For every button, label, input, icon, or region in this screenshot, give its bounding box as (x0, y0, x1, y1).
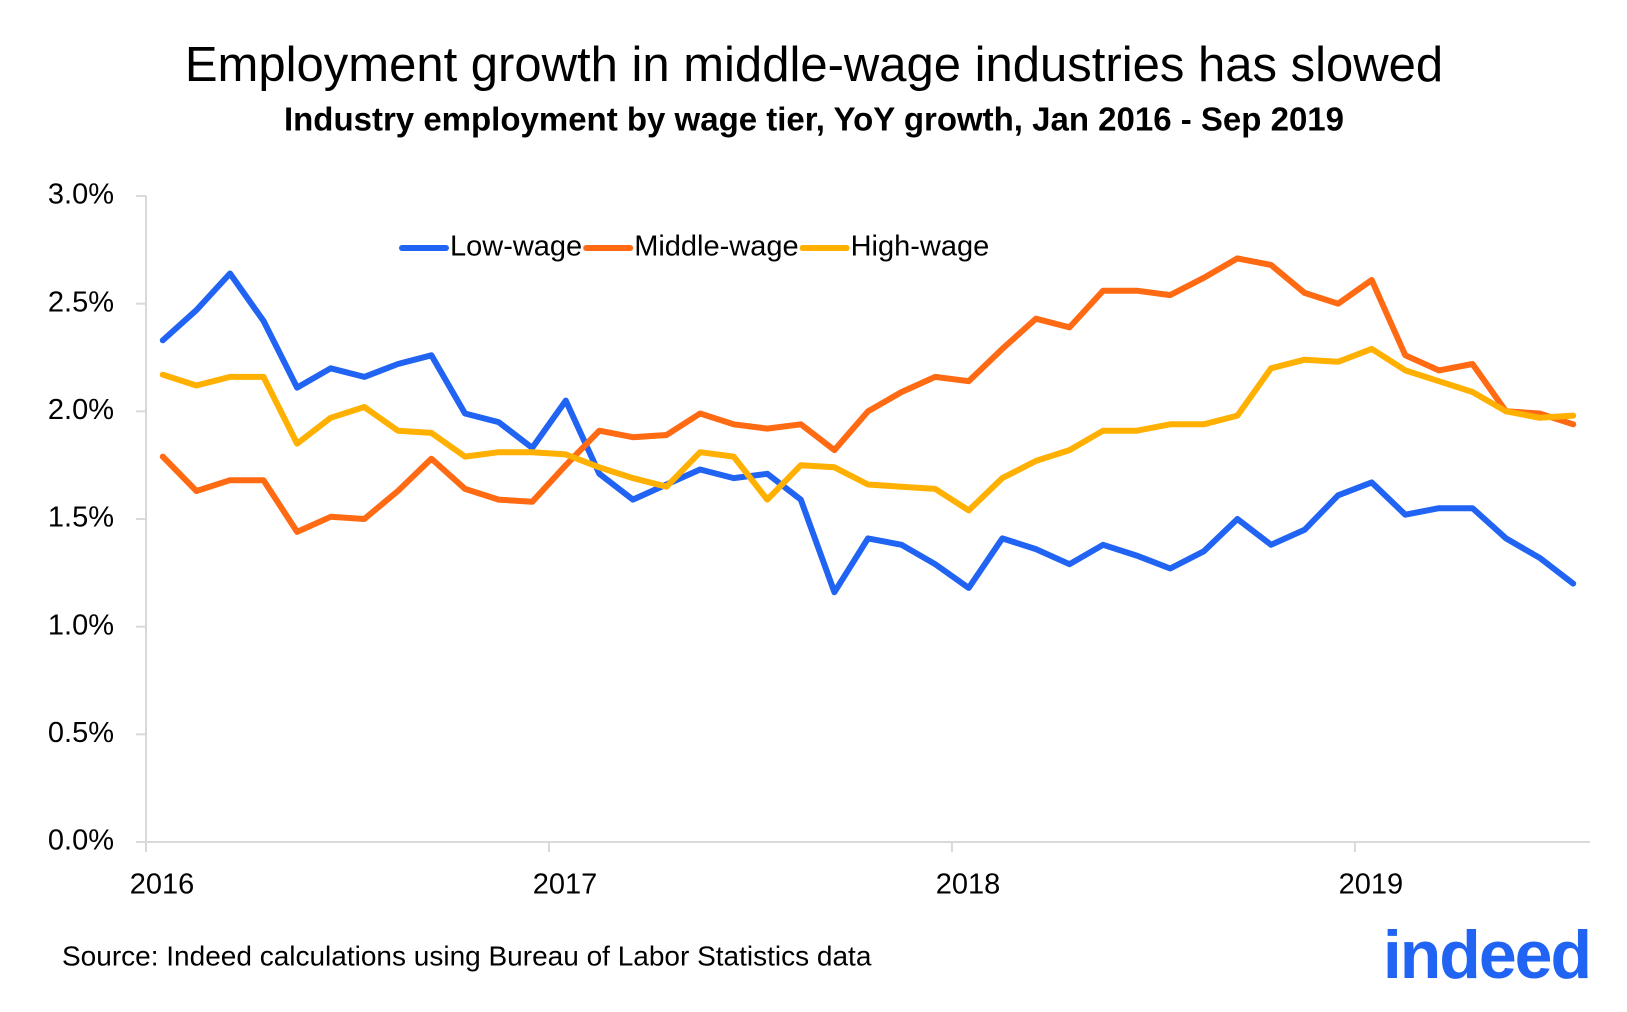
legend-label: High-wage (851, 231, 990, 263)
legend-label: Low-wage (450, 231, 582, 263)
series-line (159, 345, 1577, 514)
y-tick-label: 1.0% (48, 609, 114, 641)
chart-subtitle: Industry employment by wage tier, YoY gr… (284, 101, 1344, 138)
y-tick-label: 3.0% (48, 179, 114, 211)
y-tick-label: 2.5% (48, 286, 114, 318)
series-line (159, 270, 1577, 596)
x-tick-label: 2017 (533, 869, 598, 901)
source-note: Source: Indeed calculations using Bureau… (62, 940, 872, 971)
y-tick-label: 0.0% (48, 825, 114, 857)
logo: indeed (1383, 917, 1590, 993)
x-tick-label: 2016 (130, 869, 195, 901)
x-tick-label: 2019 (1339, 869, 1404, 901)
series-line (159, 255, 1577, 535)
x-tick-label: 2018 (936, 869, 1001, 901)
y-tick-label: 0.5% (48, 717, 114, 749)
legend-label: Middle-wage (634, 231, 798, 263)
chart-title: Employment growth in middle-wage industr… (185, 38, 1443, 92)
y-tick-label: 1.5% (48, 502, 114, 534)
y-tick-label: 2.0% (48, 394, 114, 426)
